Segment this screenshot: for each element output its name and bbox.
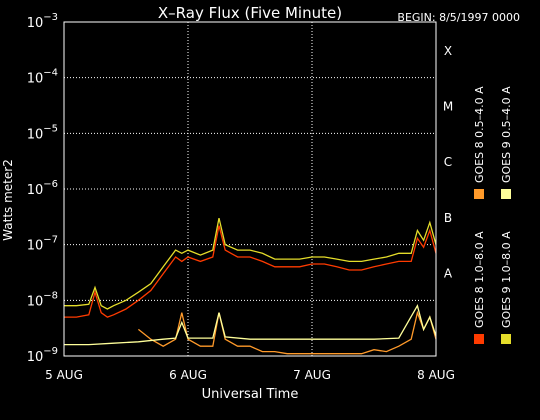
x-tick-labels: 5 AUG 6 AUG 7 AUG 8 AUG: [45, 368, 455, 382]
legend-swatch: [474, 189, 484, 199]
legend-label: GOES 9 1.0–8.0 A: [500, 231, 513, 328]
y-tick-label: 10−7: [27, 235, 58, 254]
begin-label: BEGIN: 8/5/1997 0000: [397, 11, 520, 24]
legend-label: GOES 8 1.0–8.0 A: [473, 231, 486, 328]
flare-class-label: A: [444, 267, 453, 281]
x-axis-label: Universal Time: [202, 387, 299, 402]
x-tick-label: 8 AUG: [417, 368, 455, 382]
y-axis-label: Watts meter2: [1, 159, 15, 241]
series-line-3: [64, 217, 437, 310]
flare-class-label: B: [444, 211, 452, 225]
legend: GOES 8 1.0–8.0 A GOES 8 0.5–4.0 A GOES 9 1…: [473, 86, 513, 344]
flare-class-label: M: [443, 100, 453, 114]
x-tick-label: 5 AUG: [45, 368, 83, 382]
x-tick-label: 7 AUG: [293, 368, 331, 382]
legend-swatch: [501, 189, 511, 199]
legend-label: GOES 9 0.5–4.0 A: [500, 86, 513, 183]
y-tick-label: 10−3: [27, 12, 58, 31]
y-tick-label: 10−8: [27, 290, 58, 309]
y-tick-label: 10−5: [27, 123, 58, 142]
series-line-1: [64, 225, 437, 318]
chart-title: X–Ray Flux (Five Minute): [158, 4, 342, 22]
series-lines: [64, 217, 437, 355]
plot-frame: [63, 21, 437, 357]
y-tick-label: 10−6: [27, 179, 58, 198]
flare-class-label: X: [444, 44, 452, 58]
series-line-4: [64, 303, 437, 346]
flare-class-label: C: [444, 155, 452, 169]
y-tick-label: 10−9: [27, 346, 58, 365]
legend-label: GOES 8 0.5–4.0 A: [473, 86, 486, 183]
series-line-2: [137, 310, 437, 355]
grid-lines: [64, 22, 436, 356]
x-tick-label: 6 AUG: [169, 368, 207, 382]
legend-swatch: [474, 334, 484, 344]
legend-swatch: [501, 334, 511, 344]
y-tick-labels: 10−9 10−8 10−7 10−6 10−5 10−4 10−3: [27, 12, 58, 365]
flare-class-labels: A B C M X: [443, 44, 453, 281]
y-tick-label: 10−4: [27, 68, 58, 87]
